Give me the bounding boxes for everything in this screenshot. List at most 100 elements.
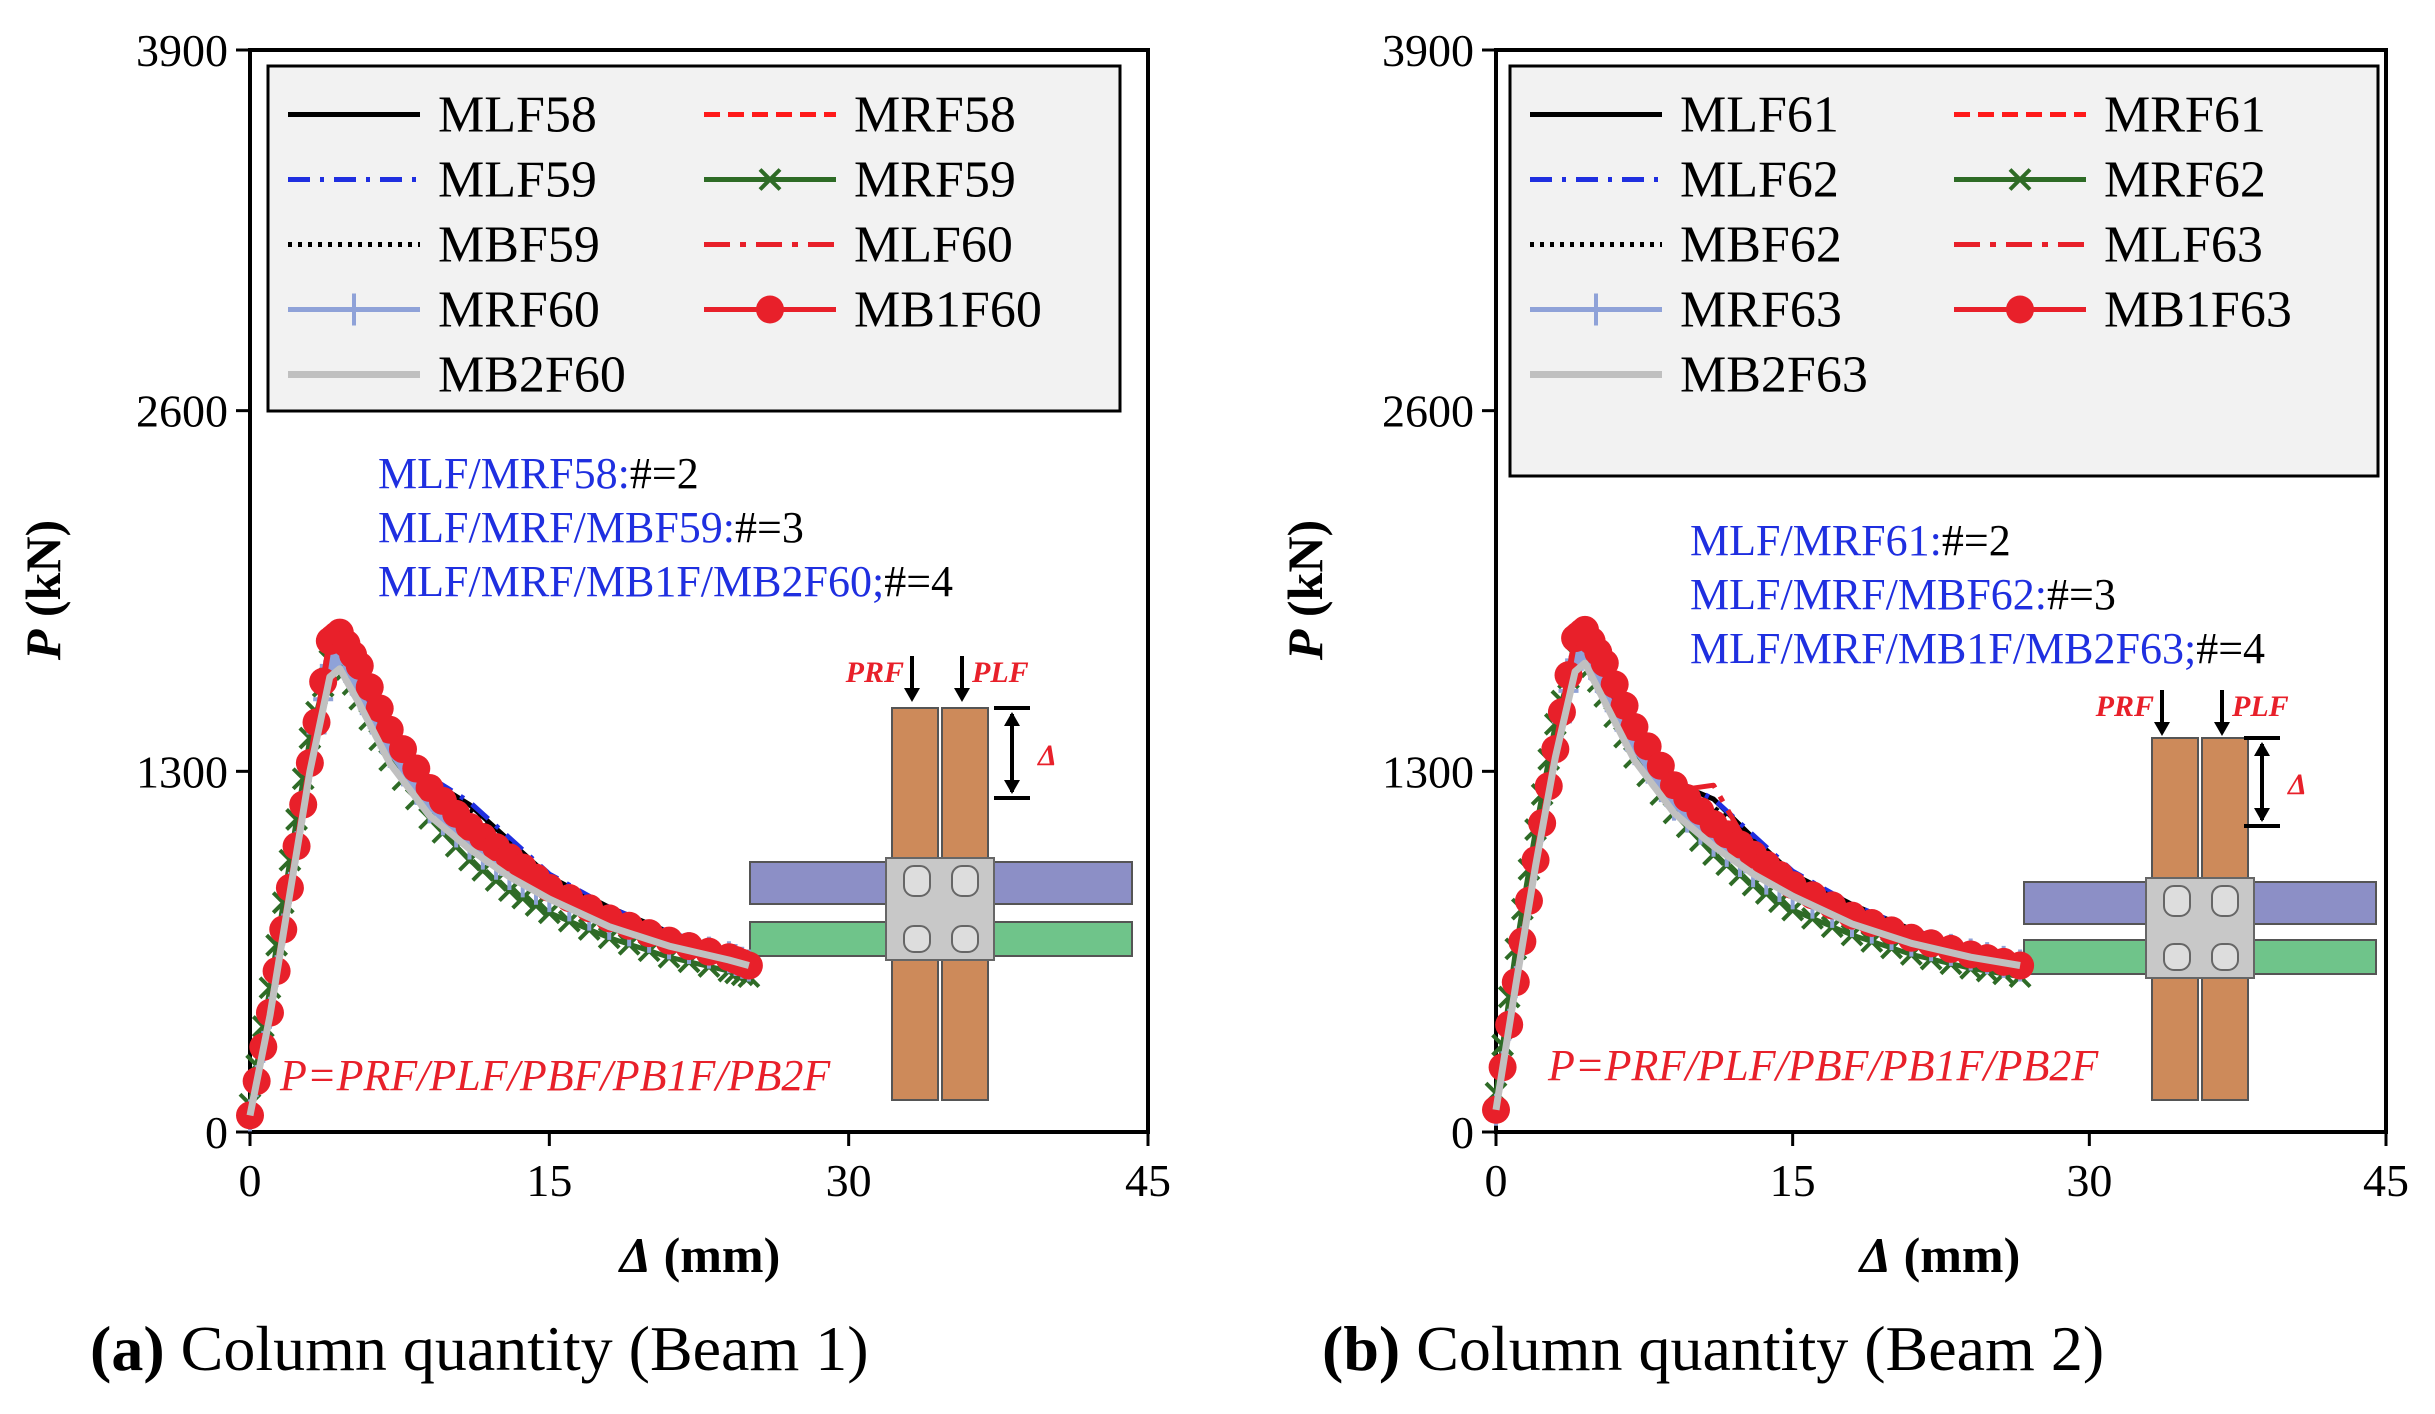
series-MB2F63 — [1492, 659, 2021, 1111]
annotation: MLF/MRF/MB1F/MB2F63;#=4 — [1690, 624, 2265, 673]
legend: MLF58 MRF58 MLF59 MRF59 MBF59 MLF60 MRF60 MB1F6… — [266, 64, 1122, 413]
data-point — [1610, 691, 1639, 720]
annotation: MLF/MRF/MBF62:#=3 — [1690, 570, 2116, 619]
legend-label: MLF58 — [438, 87, 597, 144]
data-point — [365, 694, 394, 723]
legend-label: MRF62 — [2104, 152, 2266, 209]
annotation-value: #=2 — [630, 449, 699, 498]
legend-item: MRF62 — [1954, 152, 2266, 209]
legend-label: MRF58 — [854, 87, 1016, 144]
legend-marker — [344, 293, 364, 326]
panel-caption: (b) Column quantity (Beam 2) — [1322, 1313, 2104, 1384]
legend-label: MLF62 — [1680, 152, 1839, 209]
x-tick-label: 15 — [526, 1155, 572, 1206]
legend-label: MB2F63 — [1680, 347, 1868, 404]
legend-item: MBF62 — [1530, 217, 1842, 274]
annotation-value: #=4 — [884, 557, 953, 606]
y-tick-label: 0 — [205, 1107, 228, 1158]
legend-marker — [756, 295, 784, 324]
data-point — [355, 673, 384, 702]
series-line — [246, 665, 750, 1117]
legend-label: MRF60 — [438, 282, 600, 339]
y-tick-label: 3900 — [136, 25, 228, 76]
x-tick-label: 45 — [1125, 1155, 1171, 1206]
legend-item: MLF63 — [1954, 217, 2263, 274]
data-point — [1590, 649, 1619, 678]
legend-item: MLF62 — [1530, 152, 1839, 209]
load-arrowhead — [2214, 722, 2230, 736]
legend-label: MB2F60 — [438, 347, 626, 404]
legend-item: MB2F60 — [288, 347, 626, 404]
caption-letter: (b) — [1322, 1313, 1400, 1384]
y-tick-label: 2600 — [136, 386, 228, 437]
legend-label: MRF61 — [2104, 87, 2266, 144]
legend-label: MB1F63 — [2104, 282, 2292, 339]
load-equation: P=PRF/PLF/PBF/PB1F/PB2F — [1547, 1041, 2099, 1090]
legend-item: MB2F63 — [1530, 347, 1868, 404]
data-point — [1482, 1095, 1510, 1124]
legend-item: MRF63 — [1530, 282, 1842, 339]
bolt-slot — [2163, 943, 2191, 971]
x-tick-label: 30 — [2066, 1155, 2112, 1206]
displacement-arrow — [994, 706, 1030, 800]
series-MB2F60 — [246, 665, 750, 1117]
bolt-slot — [2211, 885, 2239, 917]
annotation-value: #=3 — [735, 503, 804, 552]
x-axis-label: Δ (mm) — [618, 1227, 780, 1283]
series-line — [1492, 659, 2021, 1111]
specimen-inset: PRF PLF Δ — [749, 656, 1133, 1101]
load-label-left: PLF — [2231, 690, 2289, 723]
x-axis-unit: (mm) — [1891, 1227, 2020, 1283]
x-tick-label: 0 — [1485, 1155, 1508, 1206]
load-arrowhead — [2154, 722, 2170, 736]
plot-frame — [248, 48, 1150, 1134]
y-tick-label: 3900 — [1382, 25, 1474, 76]
legend-label: MLF61 — [1680, 87, 1839, 144]
legend-label: MRF63 — [1680, 282, 1842, 339]
annotation-value: #=2 — [1942, 516, 2011, 565]
legend-item: MB1F63 — [1954, 282, 2292, 339]
annotation-label: MLF/MRF61: — [1690, 516, 1942, 565]
annotation-label: MLF/MRF58: — [378, 449, 630, 498]
legend-label: MBF62 — [1680, 217, 1842, 274]
bolt-slot — [951, 865, 979, 897]
legend-item: MLF58 — [288, 87, 597, 144]
legend-label: MBF59 — [438, 217, 600, 274]
y-axis-symbol: P — [1277, 629, 1333, 661]
x-tick-label: 0 — [239, 1155, 262, 1206]
legend-item: MRF61 — [1954, 87, 2266, 144]
data-point — [1600, 670, 1629, 699]
chart-panel-2: 0 15 30 45 0 1300 2600 3900 Δ (mm) P (kN) PRF PLF Δ M… — [1277, 25, 2409, 1384]
x-axis-unit: (mm) — [651, 1227, 780, 1283]
legend-item: MLF61 — [1530, 87, 1839, 144]
specimen-inset: PRF PLF Δ — [2023, 690, 2377, 1101]
panel-caption: (a) Column quantity (Beam 1) — [90, 1313, 869, 1384]
load-equation: P=PRF/PLF/PBF/PB1F/PB2F — [279, 1051, 831, 1100]
legend-item: MRF59 — [704, 152, 1016, 209]
y-axis-unit: (kN) — [1277, 520, 1333, 630]
x-axis-label: Δ (mm) — [1858, 1227, 2020, 1283]
y-axis-label: P (kN) — [1277, 520, 1333, 661]
legend-item: MRF58 — [704, 87, 1016, 144]
legend-item: MLF59 — [288, 152, 597, 209]
bolt-slot — [2163, 885, 2191, 917]
legend-item: MB1F60 — [704, 282, 1042, 339]
annotation-value: #=3 — [2047, 570, 2116, 619]
caption-letter: (a) — [90, 1313, 165, 1384]
legend-marker — [2008, 168, 2032, 191]
load-arrowhead — [954, 688, 970, 702]
legend-marker — [758, 168, 782, 191]
y-tick-label: 1300 — [1382, 746, 1474, 797]
data-point — [2006, 951, 2035, 980]
y-axis-unit: (kN) — [15, 520, 71, 630]
legend-marker — [1586, 293, 1606, 326]
load-label-right: PRF — [845, 656, 904, 689]
y-tick-label: 1300 — [136, 746, 228, 797]
x-axis-symbol: Δ — [1858, 1227, 1891, 1283]
data-point — [1781, 898, 1805, 922]
bolt-slot — [903, 865, 931, 897]
legend-label: MLF59 — [438, 152, 597, 209]
bolt-slot — [903, 925, 931, 953]
legend-label: MLF63 — [2104, 217, 2263, 274]
